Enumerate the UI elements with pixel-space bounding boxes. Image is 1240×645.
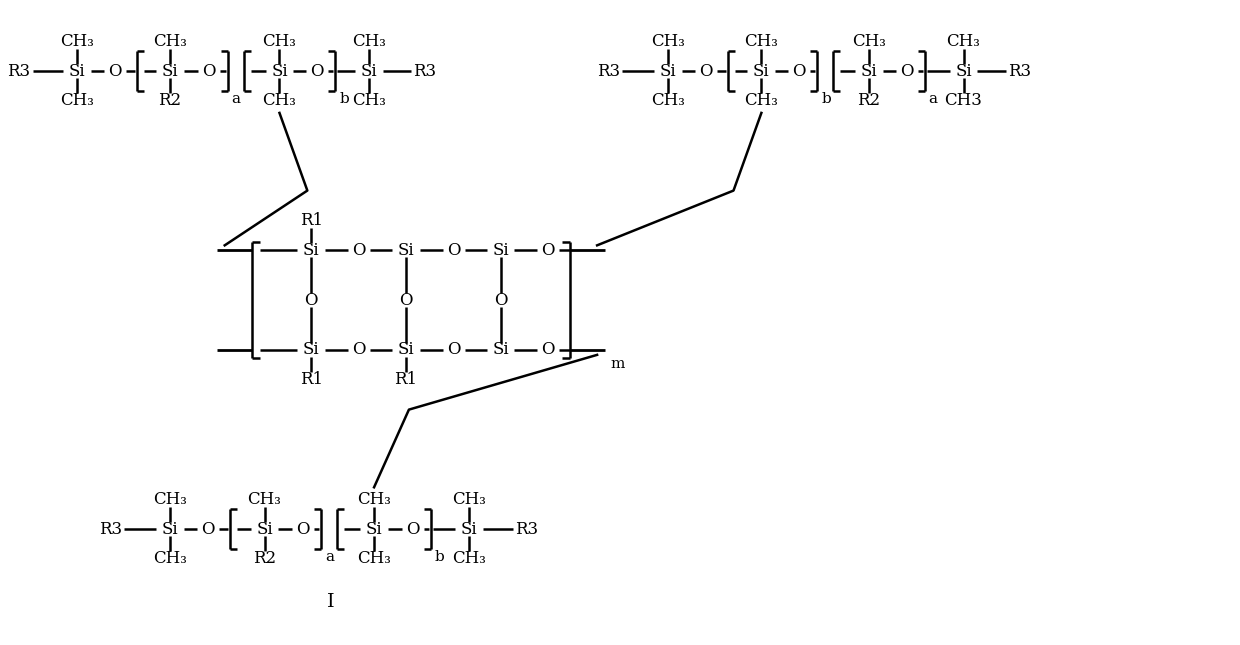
Text: Si: Si xyxy=(366,521,382,537)
Text: R1: R1 xyxy=(394,372,418,388)
Text: Si: Si xyxy=(303,242,320,259)
Text: Si: Si xyxy=(753,63,770,79)
Text: a: a xyxy=(929,92,937,106)
Text: O: O xyxy=(494,292,507,308)
Text: Si: Si xyxy=(861,63,877,79)
Text: CH₃: CH₃ xyxy=(357,550,391,568)
Text: R1: R1 xyxy=(300,212,322,229)
Text: m: m xyxy=(610,357,625,371)
Text: CH₃: CH₃ xyxy=(153,550,187,568)
Text: CH₃: CH₃ xyxy=(153,491,187,508)
Text: Si: Si xyxy=(361,63,377,79)
Text: CH₃: CH₃ xyxy=(61,33,94,50)
Text: CH₃: CH₃ xyxy=(263,33,296,50)
Text: CH₃: CH₃ xyxy=(352,33,386,50)
Text: Si: Si xyxy=(492,242,508,259)
Text: R1: R1 xyxy=(300,372,322,388)
Text: CH₃: CH₃ xyxy=(852,33,885,50)
Text: O: O xyxy=(446,242,460,259)
Text: CH₃: CH₃ xyxy=(263,92,296,110)
Text: O: O xyxy=(296,521,310,537)
Text: CH₃: CH₃ xyxy=(352,92,386,110)
Text: Si: Si xyxy=(303,341,320,359)
Text: R2: R2 xyxy=(857,92,880,110)
Text: CH3: CH3 xyxy=(945,92,982,110)
Text: R2: R2 xyxy=(253,550,277,568)
Text: b: b xyxy=(821,92,831,106)
Text: O: O xyxy=(900,63,914,79)
Text: b: b xyxy=(435,550,445,564)
Text: Si: Si xyxy=(460,521,477,537)
Text: R3: R3 xyxy=(596,63,620,79)
Text: Si: Si xyxy=(161,63,179,79)
Text: O: O xyxy=(699,63,712,79)
Text: Si: Si xyxy=(398,242,414,259)
Text: CH₃: CH₃ xyxy=(248,491,281,508)
Text: O: O xyxy=(352,341,366,359)
Text: R3: R3 xyxy=(516,521,538,537)
Text: I: I xyxy=(327,593,335,611)
Text: Si: Si xyxy=(257,521,273,537)
Text: O: O xyxy=(202,63,216,79)
Text: Si: Si xyxy=(955,63,972,79)
Text: b: b xyxy=(340,92,348,106)
Text: Si: Si xyxy=(398,341,414,359)
Text: O: O xyxy=(201,521,215,537)
Text: O: O xyxy=(310,63,324,79)
Text: R3: R3 xyxy=(99,521,123,537)
Text: O: O xyxy=(352,242,366,259)
Text: a: a xyxy=(232,92,241,106)
Text: R3: R3 xyxy=(1008,63,1032,79)
Text: O: O xyxy=(542,242,556,259)
Text: CH₃: CH₃ xyxy=(357,491,391,508)
Text: Si: Si xyxy=(69,63,86,79)
Text: CH₃: CH₃ xyxy=(651,92,684,110)
Text: Si: Si xyxy=(161,521,179,537)
Text: R3: R3 xyxy=(413,63,436,79)
Text: a: a xyxy=(325,550,335,564)
Text: O: O xyxy=(407,521,419,537)
Text: O: O xyxy=(792,63,806,79)
Text: R2: R2 xyxy=(159,92,181,110)
Text: CH₃: CH₃ xyxy=(744,33,779,50)
Text: CH₃: CH₃ xyxy=(451,491,486,508)
Text: CH₃: CH₃ xyxy=(61,92,94,110)
Text: O: O xyxy=(108,63,122,79)
Text: CH₃: CH₃ xyxy=(651,33,684,50)
Text: O: O xyxy=(305,292,319,308)
Text: CH₃: CH₃ xyxy=(946,33,981,50)
Text: CH₃: CH₃ xyxy=(451,550,486,568)
Text: Si: Si xyxy=(660,63,676,79)
Text: O: O xyxy=(446,341,460,359)
Text: Si: Si xyxy=(272,63,288,79)
Text: R3: R3 xyxy=(7,63,31,79)
Text: CH₃: CH₃ xyxy=(744,92,779,110)
Text: O: O xyxy=(542,341,556,359)
Text: CH₃: CH₃ xyxy=(153,33,187,50)
Text: Si: Si xyxy=(492,341,508,359)
Text: O: O xyxy=(399,292,413,308)
